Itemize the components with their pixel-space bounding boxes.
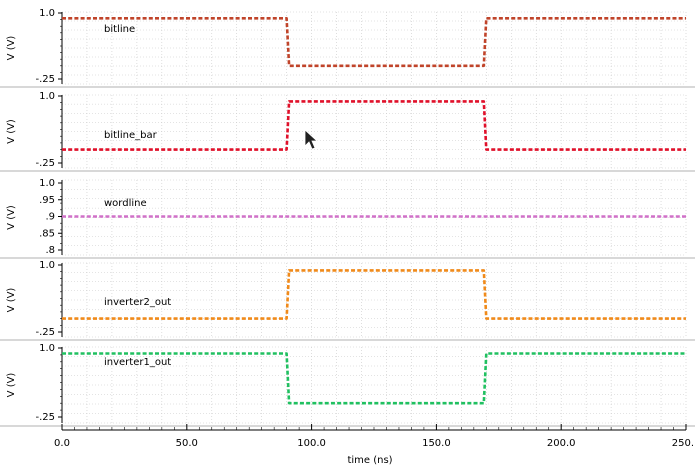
panel-wordline: 1.0 .95 .9 .85 .8 V (V) wordline	[0, 178, 695, 259]
y-tick-label: 1.0	[39, 343, 55, 354]
x-tick-label: 200.0	[547, 438, 576, 449]
y-axis-label: V (V)	[6, 36, 17, 61]
y-tick-label: -.25	[35, 327, 55, 338]
series-line-bitline	[62, 16, 686, 68]
series-line-inverter2_out	[62, 269, 686, 320]
y-tick-label: 1.0	[39, 260, 55, 271]
series-line-inverter1_out	[62, 352, 686, 405]
y-tick-label: -.25	[35, 412, 55, 423]
x-axis-label: time (ns)	[347, 455, 392, 466]
series-label-inverter2_out: inverter2_out	[104, 297, 171, 308]
y-axis-label: V (V)	[6, 373, 17, 398]
y-tick-label: .85	[39, 228, 55, 239]
x-tick-label: 50.0	[176, 438, 198, 449]
y-axis-label: V (V)	[6, 119, 17, 144]
x-tick-label: 0.0	[54, 438, 70, 449]
x-axis: 0.0 50.0 100.0 150.0 200.0 250.	[54, 424, 694, 449]
series-label-bitline_bar: bitline_bar	[104, 130, 158, 141]
y-tick-label: .95	[39, 195, 55, 206]
mouse-cursor-icon	[304, 129, 319, 150]
series-label-inverter1_out: inverter1_out	[104, 357, 171, 368]
panels-group: 1.0 -.25 V (V) bitline 1.0 -.25 V (V) bitline_b…	[0, 8, 695, 427]
panel-bitline: 1.0 -.25 V (V) bitline	[0, 8, 695, 88]
y-tick-label: .8	[45, 245, 55, 256]
y-tick-label: -.25	[35, 158, 55, 169]
y-axis-label: V (V)	[6, 288, 17, 313]
y-tick-label: 1.0	[39, 178, 55, 189]
x-tick-label: 150.0	[422, 438, 451, 449]
y-tick-label: 1.0	[39, 8, 55, 19]
y-tick-label: .9	[45, 212, 55, 223]
x-tick-label: 100.0	[297, 438, 326, 449]
panel-bitline_bar: 1.0 -.25 V (V) bitline_bar	[0, 91, 695, 172]
y-tick-label: -.25	[35, 74, 55, 85]
y-tick-label: 1.0	[39, 91, 55, 102]
x-tick-label: 250.	[672, 438, 694, 449]
series-label-bitline: bitline	[104, 24, 135, 35]
panel-inverter1_out: 1.0 -.25 V (V) inverter1_out	[0, 343, 695, 427]
panel-inverter2_out: 1.0 -.25 V (V) inverter2_out	[0, 260, 695, 341]
series-line-bitline_bar	[62, 100, 686, 151]
series-label-wordline: wordline	[104, 198, 147, 209]
y-axis-label: V (V)	[6, 205, 17, 230]
